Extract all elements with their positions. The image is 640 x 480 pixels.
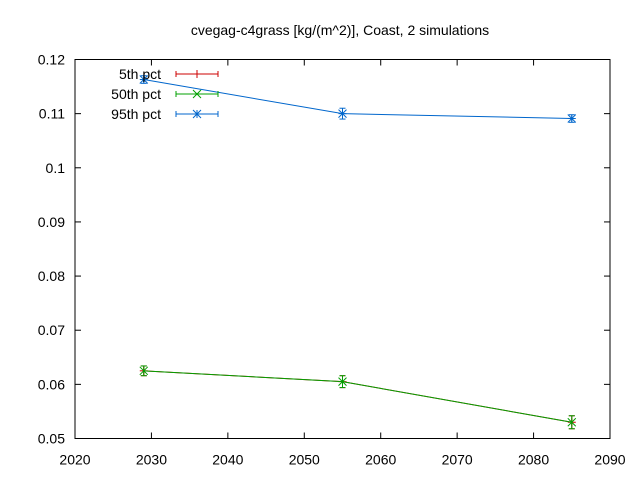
chart-title: cvegag-c4grass [kg/(m^2)], Coast, 2 simu…: [191, 22, 489, 38]
series-1: [139, 365, 577, 430]
series-line: [143, 370, 572, 423]
series-line: [143, 370, 572, 423]
legend-label: 95th pct: [111, 106, 161, 122]
x-tick-label: 2080: [518, 452, 549, 468]
legend-item-0: 5th pct: [119, 66, 219, 82]
data-point: [193, 70, 201, 78]
x-tick-label: 2040: [212, 452, 243, 468]
y-tick-label: 0.11: [39, 106, 65, 122]
data-point: [192, 89, 202, 99]
series-0: [139, 365, 576, 430]
y-tick-label: 0.09: [38, 214, 65, 230]
series-line: [143, 79, 572, 120]
data-point: [338, 377, 347, 387]
data-point: [567, 417, 577, 427]
y-tick-label: 0.08: [38, 268, 65, 284]
y-tick-label: 0.05: [38, 431, 65, 447]
x-tick-label: 2030: [136, 452, 167, 468]
legend: 5th pct 50th pct 95th pct: [111, 66, 219, 122]
data-point: [338, 109, 347, 118]
data-point: [139, 366, 149, 376]
legend-item-1: 50th pct: [111, 86, 219, 102]
legend-label: 50th pct: [111, 86, 161, 102]
legend-label: 5th pct: [119, 66, 161, 82]
series-layer: [139, 75, 577, 430]
y-tick-label: 0.07: [38, 322, 65, 338]
plot-frame: [74, 59, 611, 439]
x-tick-label: 2060: [365, 452, 396, 468]
series-2: [139, 75, 577, 123]
x-tick-label: 2050: [289, 452, 320, 468]
data-point: [139, 75, 149, 84]
x-tick-label: 2090: [594, 452, 625, 468]
axis-ticks: 2020 2030 2040 2050 2060 2070 2080 2090 0.05 0.06…: [38, 52, 626, 468]
data-point: [192, 109, 202, 119]
y-tick-label: 0.1: [46, 160, 66, 176]
x-tick-label: 2020: [59, 452, 90, 468]
x-tick-label: 2070: [442, 452, 473, 468]
y-tick-label: 0.06: [38, 376, 65, 392]
legend-item-2: 95th pct: [111, 106, 219, 122]
data-point: [567, 114, 577, 123]
y-tick-label: 0.12: [38, 52, 65, 68]
